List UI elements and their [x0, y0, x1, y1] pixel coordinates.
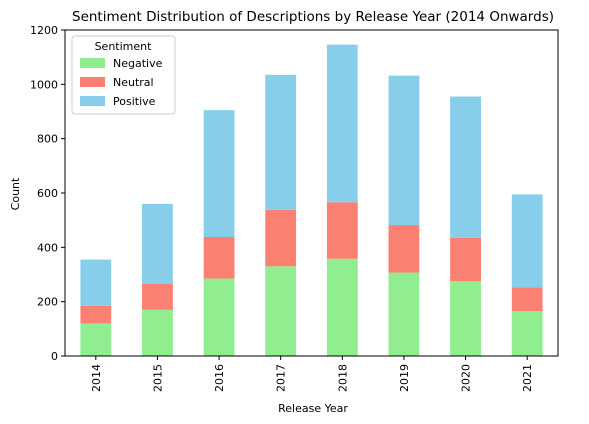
y-tick-label: 0 [51, 350, 58, 363]
x-tick-label: 2017 [275, 364, 288, 392]
bar-negative-2018 [326, 258, 358, 356]
x-tick-label: 2016 [213, 364, 226, 392]
legend-box [71, 35, 176, 115]
legend-swatch-positive [80, 96, 105, 106]
legend-title: Sentiment [95, 40, 153, 53]
bar-positive-2020 [450, 96, 481, 238]
y-tick-label: 1000 [30, 78, 58, 91]
legend-label-neutral: Neutral [113, 76, 154, 89]
bar-neutral-2014 [80, 305, 112, 324]
bar-positive-2021 [511, 194, 543, 288]
chart-title: Sentiment Distribution of Descriptions b… [72, 9, 554, 25]
bar-neutral-2019 [388, 225, 420, 273]
x-tick-label: 2014 [90, 364, 103, 392]
bar-negative-2014 [80, 323, 112, 356]
bar-neutral-2021 [511, 287, 543, 312]
bar-negative-2016 [203, 278, 235, 356]
legend-swatch-neutral [80, 77, 105, 87]
bar-positive-2018 [326, 44, 358, 203]
legend: Sentiment Negative Neutral Positive [71, 35, 176, 115]
y-tick-label: 200 [37, 296, 58, 309]
x-tick-label: 2015 [151, 364, 164, 392]
bar-positive-2019 [388, 75, 420, 226]
bar-neutral-2017 [265, 209, 297, 267]
bar-neutral-2015 [142, 284, 173, 310]
plot-area: 0 200 400 600 800 1000 1200 2014 2015 2016 2017 201… [30, 24, 559, 392]
y-tick-label: 600 [37, 187, 58, 200]
bar-negative-2021 [511, 311, 543, 356]
x-tick-label: 2020 [460, 364, 473, 392]
bar-negative-2015 [142, 309, 173, 356]
bar-positive-2014 [80, 259, 112, 306]
bar-neutral-2016 [203, 237, 235, 279]
y-tick-label: 400 [37, 241, 58, 254]
legend-label-negative: Negative [113, 57, 163, 70]
legend-swatch-negative [80, 58, 105, 68]
bar-neutral-2018 [326, 202, 358, 259]
bar-negative-2019 [388, 272, 420, 356]
y-tick-label: 1200 [30, 24, 58, 37]
bar-neutral-2020 [450, 237, 481, 282]
y-axis-label: Count [9, 177, 22, 210]
x-tick-label: 2019 [398, 364, 411, 392]
legend-label-positive: Positive [113, 95, 156, 108]
bar-positive-2015 [142, 203, 173, 285]
x-tick-label: 2018 [336, 364, 349, 392]
x-axis-label: Release Year [278, 402, 348, 415]
y-tick-label: 800 [37, 133, 58, 146]
bar-negative-2020 [450, 281, 481, 356]
bar-negative-2017 [265, 266, 297, 356]
bar-positive-2017 [265, 74, 297, 210]
x-tick-label: 2021 [521, 364, 534, 392]
bar-positive-2016 [203, 110, 235, 238]
